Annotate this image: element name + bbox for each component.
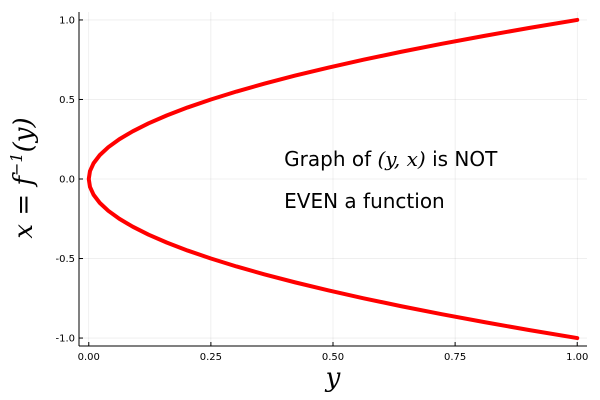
y-tick-label: -0.5	[55, 254, 75, 265]
x-axis-title: y	[325, 363, 341, 393]
series-line	[86, 17, 580, 341]
x-tick-label: 0.00	[78, 352, 100, 363]
y-tick-label: 1.0	[59, 15, 75, 26]
y-tick-label: 0.0	[59, 175, 75, 186]
y-tick-label: -1.0	[55, 334, 75, 345]
annotation-line-1-pre: Graph of	[284, 147, 377, 171]
x-tick-label: 1.00	[566, 352, 588, 363]
ticks: 0.00 0.25 0.50 0.75 1.00 -1.0 -0.5 0.0 0.5 1.0	[55, 15, 588, 363]
annotation-line-2: EVEN a function	[284, 189, 445, 213]
series	[86, 17, 580, 341]
annotation-line-1: Graph of (y, x) is NOT	[284, 147, 498, 171]
y-axis-title-lhs: x = f	[9, 172, 39, 239]
y-tick-label: 0.5	[59, 95, 75, 106]
annotation-line-1-post: is NOT	[426, 147, 498, 171]
annotation-line-1-math: (y, x)	[377, 147, 425, 171]
y-axis-title-rhs: (y)	[9, 117, 39, 152]
y-axis-title-sup: −1	[7, 152, 26, 176]
x-tick-label: 0.25	[200, 352, 222, 363]
y-axis-title: x = f−1(y)	[7, 117, 39, 238]
x-tick-label: 0.50	[322, 352, 344, 363]
x-tick-label: 0.75	[444, 352, 466, 363]
